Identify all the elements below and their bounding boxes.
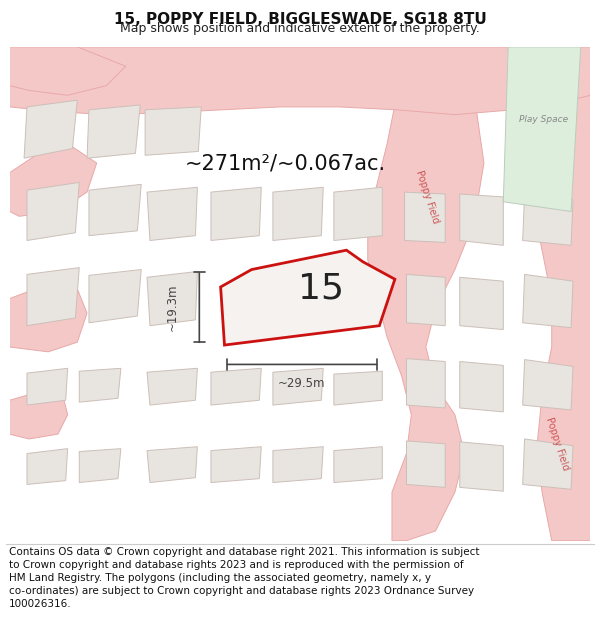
Polygon shape: [10, 391, 68, 439]
Polygon shape: [523, 439, 573, 489]
Polygon shape: [89, 269, 141, 322]
Polygon shape: [147, 368, 197, 405]
Polygon shape: [523, 47, 590, 541]
Polygon shape: [460, 361, 503, 412]
Polygon shape: [89, 184, 141, 236]
Polygon shape: [147, 447, 197, 482]
Polygon shape: [145, 107, 201, 155]
Polygon shape: [211, 188, 261, 241]
Polygon shape: [273, 188, 323, 241]
Polygon shape: [10, 144, 97, 216]
Text: Map shows position and indicative extent of the property.: Map shows position and indicative extent…: [120, 22, 480, 35]
Text: Contains OS data © Crown copyright and database right 2021. This information is : Contains OS data © Crown copyright and d…: [9, 548, 479, 609]
Polygon shape: [406, 359, 445, 408]
Polygon shape: [10, 47, 126, 95]
Polygon shape: [273, 368, 323, 405]
Polygon shape: [334, 188, 382, 241]
Text: 15, POPPY FIELD, BIGGLESWADE, SG18 8TU: 15, POPPY FIELD, BIGGLESWADE, SG18 8TU: [113, 12, 487, 27]
Polygon shape: [221, 250, 395, 345]
Polygon shape: [24, 100, 77, 158]
Text: 15: 15: [298, 271, 344, 306]
Polygon shape: [147, 271, 197, 326]
Text: ~19.3m: ~19.3m: [166, 284, 179, 331]
Polygon shape: [523, 359, 573, 410]
Polygon shape: [10, 284, 87, 352]
Polygon shape: [79, 368, 121, 402]
Polygon shape: [460, 442, 503, 491]
Polygon shape: [406, 441, 445, 488]
Polygon shape: [27, 182, 79, 241]
Polygon shape: [211, 368, 261, 405]
Polygon shape: [10, 47, 590, 114]
Polygon shape: [27, 268, 79, 326]
Polygon shape: [87, 105, 140, 158]
Text: ~271m²/~0.067ac.: ~271m²/~0.067ac.: [185, 153, 386, 173]
Polygon shape: [404, 192, 445, 242]
Polygon shape: [211, 447, 261, 482]
Polygon shape: [368, 47, 484, 541]
Text: Play Space: Play Space: [520, 115, 569, 124]
Polygon shape: [460, 278, 503, 329]
Polygon shape: [406, 274, 445, 326]
Polygon shape: [334, 371, 382, 405]
Polygon shape: [273, 447, 323, 482]
Polygon shape: [523, 274, 573, 328]
Polygon shape: [147, 188, 197, 241]
Polygon shape: [334, 447, 382, 482]
Polygon shape: [79, 449, 121, 482]
Polygon shape: [523, 194, 573, 246]
Polygon shape: [27, 368, 68, 405]
Polygon shape: [460, 194, 503, 246]
Text: ~29.5m: ~29.5m: [278, 378, 326, 390]
Polygon shape: [27, 449, 68, 484]
Text: Poppy Field: Poppy Field: [544, 416, 571, 472]
Polygon shape: [503, 47, 581, 211]
Text: Poppy Field: Poppy Field: [415, 169, 441, 225]
